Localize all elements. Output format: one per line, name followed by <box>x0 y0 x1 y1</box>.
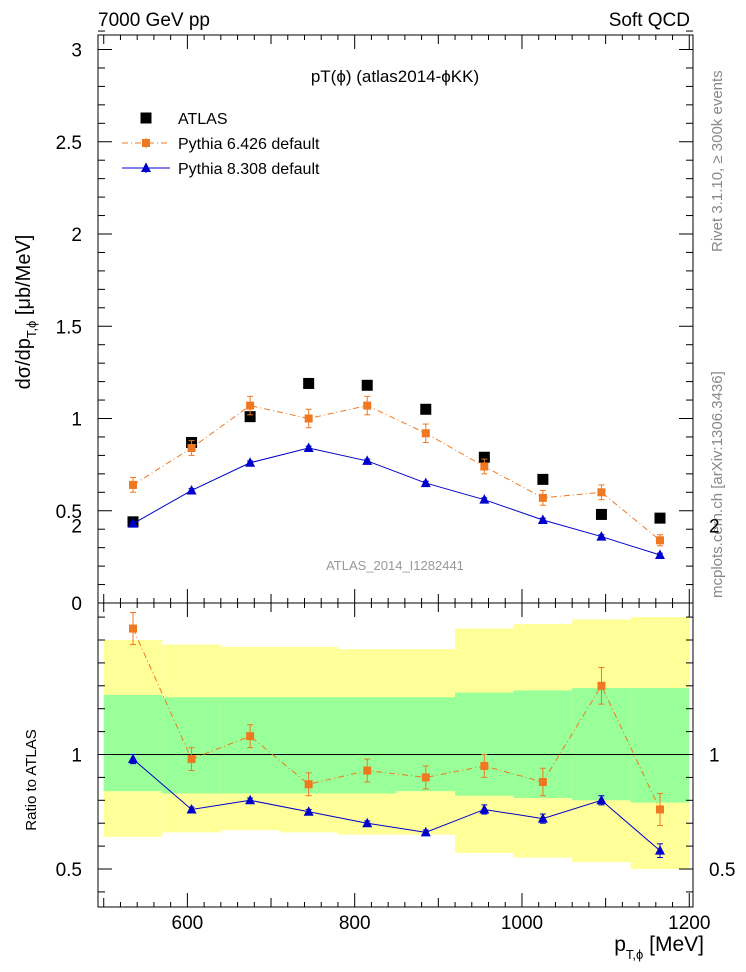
ratio-y-tick-label: 1 <box>71 746 82 767</box>
ratio-pythia6-point <box>187 755 196 764</box>
y-tick-label: 2 <box>71 225 82 246</box>
atlas-point <box>537 473 549 485</box>
legend-marker-atlas <box>140 112 152 124</box>
pythia6-point <box>129 480 138 489</box>
pythia6-point <box>363 401 372 410</box>
pythia6-point <box>538 493 547 502</box>
pythia6-point <box>480 462 489 471</box>
ratio-pythia8-point <box>537 813 548 823</box>
pythia6-line <box>132 405 661 541</box>
ratio-pythia8-point <box>479 803 490 814</box>
x-tick-label: 600 <box>172 913 204 934</box>
x-tick-label: 800 <box>339 913 371 934</box>
header-right: Soft QCD <box>609 10 690 31</box>
atlas-point <box>478 451 490 463</box>
ratio-band-inner <box>162 697 221 794</box>
ratio-pythia8-point <box>186 803 197 814</box>
atlas-point <box>420 403 432 415</box>
atlas-point <box>303 377 315 389</box>
ratio-panel: 600 800 1000 1200 0.5 0.5 1 1 2 2 <box>56 517 736 935</box>
ratio-pythia8-point <box>128 753 139 764</box>
ratio-pythia6-line <box>132 628 661 810</box>
pythia6-point <box>246 401 255 410</box>
x-axis-label: pT,ϕ [MeV] <box>614 933 704 962</box>
atlas-point <box>654 512 666 524</box>
ratio-y-tick-label-right: 1 <box>709 746 720 767</box>
pythia8-point <box>537 514 548 524</box>
y-tick-label: 0 <box>71 594 82 615</box>
ratio-y-tick-label: 0.5 <box>56 860 82 881</box>
ratio-pythia8-point <box>596 794 607 805</box>
pythia8-point <box>303 442 314 453</box>
x-tick-label: 1000 <box>501 913 543 934</box>
y-tick-label: 0.5 <box>56 502 82 523</box>
legend-marker-pythia8 <box>141 162 151 172</box>
ratio-pythia8-point <box>303 806 314 816</box>
main-panel: 0 0.5 1 1.5 2 2.5 3 <box>56 30 694 615</box>
pythia8-point <box>245 457 256 467</box>
ratio-band-inner <box>103 694 163 792</box>
legend-label-pythia8: Pythia 8.308 default <box>178 161 320 178</box>
pythia8-point <box>186 484 197 495</box>
pythia6-point <box>655 536 664 545</box>
ratio-band-inner <box>630 688 690 803</box>
legend-label-atlas: ATLAS <box>178 111 228 128</box>
ratio-y-tick-label-right: 0.5 <box>709 860 735 881</box>
legend-marker-pythia6 <box>142 139 150 147</box>
atlas-point <box>244 411 256 423</box>
y-tick-label: 3 <box>71 41 82 62</box>
pythia8-point <box>420 477 431 488</box>
pythia6-point <box>421 429 430 438</box>
x-tick-label: 1200 <box>668 913 710 934</box>
ratio-pythia6-point <box>129 624 138 633</box>
ratio-pythia6-point <box>246 732 255 741</box>
pythia8-point <box>596 531 607 541</box>
chart-title: pT(ϕ) (atlas2014-ϕKK) <box>311 67 479 86</box>
pythia8-point <box>128 518 139 528</box>
ratio-band-inner <box>455 692 514 796</box>
watermark: ATLAS_2014_I1282441 <box>326 558 464 573</box>
ratio-pythia6-point <box>655 805 664 814</box>
ratio-pythia8-point <box>245 794 256 805</box>
header-left: 7000 GeV pp <box>98 10 210 31</box>
y-tick-label: 1 <box>71 410 82 431</box>
pythia8-point <box>654 549 665 560</box>
ratio-pythia6-point <box>597 681 606 690</box>
y-tick-label: 2.5 <box>56 133 82 154</box>
y-axis-label: dσ/dpT,ϕ [μb/MeV] <box>13 235 39 390</box>
ratio-pythia6-point <box>421 773 430 782</box>
ratio-band-inner <box>572 688 631 801</box>
pythia6-point <box>597 488 606 497</box>
ratio-y-tick-label: 2 <box>71 517 82 538</box>
ratio-pythia8-point <box>362 817 373 828</box>
ratio-pythia8-point <box>654 845 665 855</box>
mcplots-label: mcplots.cern.ch [arXiv:1306.3436] <box>709 371 726 598</box>
legend-label-pythia6: Pythia 6.426 default <box>178 136 320 153</box>
ratio-pythia6-point <box>480 761 489 770</box>
pythia8-point <box>362 455 373 465</box>
atlas-point <box>361 379 373 391</box>
pythia8-point <box>479 494 490 504</box>
ratio-pythia6-point <box>538 777 547 786</box>
ratio-y-tick-label-right: 2 <box>709 517 720 538</box>
rivet-label: Rivet 3.1.10, ≥ 300k events <box>709 70 726 252</box>
pythia8-line <box>132 447 661 556</box>
legend: ATLAS Pythia 6.426 default Pythia 8.308 de… <box>122 111 320 178</box>
ratio-pythia8-line <box>132 758 661 852</box>
ratio-pythia6-point <box>363 766 372 775</box>
pythia6-point <box>187 444 196 453</box>
ratio-pythia6-point <box>304 780 313 789</box>
atlas-point <box>595 508 607 520</box>
pythia6-point <box>304 414 313 423</box>
ratio-pythia8-point <box>420 826 431 837</box>
ratio-y-axis-label: Ratio to ATLAS <box>23 729 40 830</box>
y-tick-label: 1.5 <box>56 317 82 338</box>
